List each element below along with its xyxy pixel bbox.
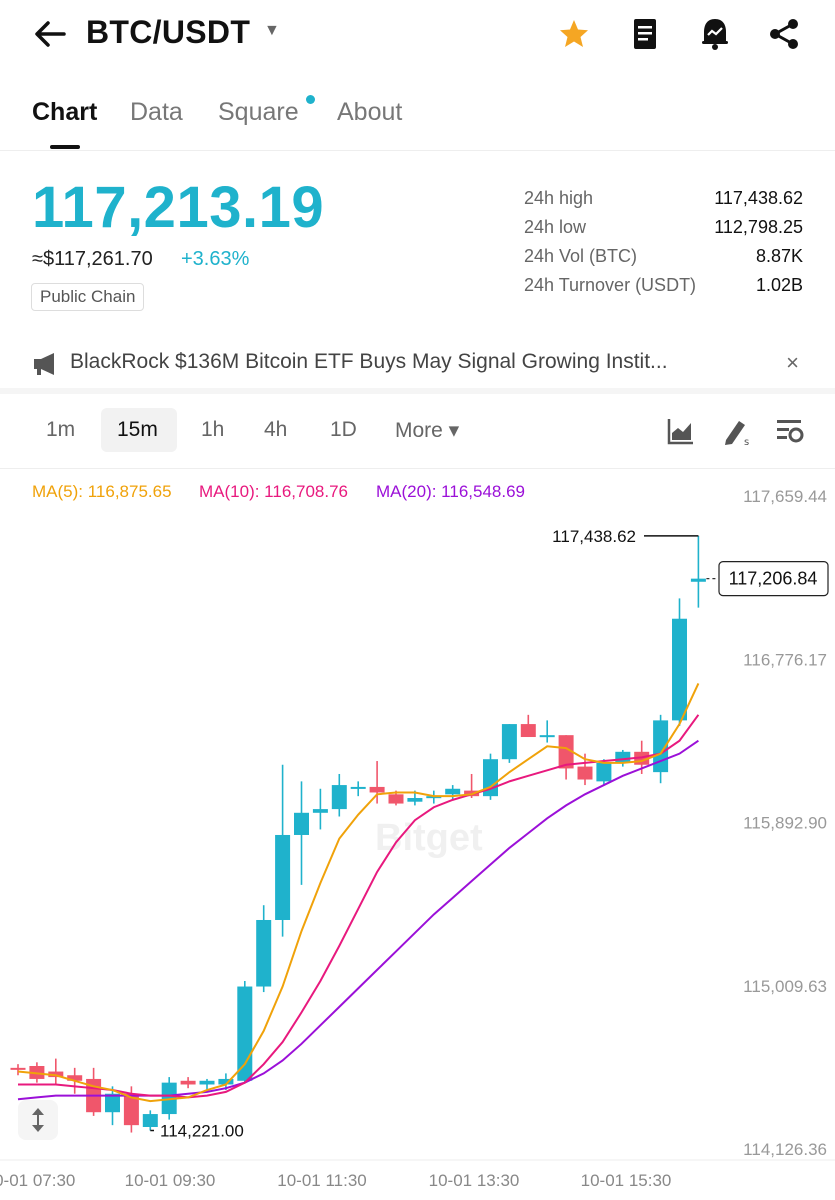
candle-body <box>10 1067 26 1070</box>
current-price-box <box>718 561 829 597</box>
candle-body <box>331 785 347 810</box>
news-banner[interactable]: BlackRock $136M Bitcoin ETF Buys May Sig… <box>0 338 835 394</box>
share-icon[interactable] <box>766 14 802 54</box>
candle-body <box>218 1078 234 1085</box>
notification-dot <box>306 95 315 104</box>
x-tick-label: 10-01 13:30 <box>429 1171 520 1190</box>
star-icon[interactable] <box>556 14 592 54</box>
interval-1d[interactable]: 1D <box>330 418 357 441</box>
chart-settings-icon[interactable] <box>775 416 805 446</box>
candle-body <box>539 735 555 738</box>
candle-body <box>123 1093 139 1126</box>
document-icon[interactable] <box>627 14 663 54</box>
stat-value-high: 117,438.62 <box>714 188 803 208</box>
interval-bar: 1m 15m 1h 4h 1D More ▾ s <box>0 400 835 469</box>
y-tick-label: 115,009.63 <box>743 977 827 996</box>
back-arrow-icon[interactable] <box>30 14 70 54</box>
usd-price: ≈$117,261.70 <box>32 248 153 270</box>
candle-body <box>237 986 253 1081</box>
x-tick-label: 10-01 07:30 <box>0 1171 75 1190</box>
tab-data[interactable]: Data <box>130 98 183 126</box>
candle-body <box>690 578 706 582</box>
stat-value-vol: 8.87K <box>755 246 803 266</box>
watermark-text: Bitget <box>375 817 483 859</box>
price-alert-bell-icon[interactable] <box>697 14 733 54</box>
candle-body <box>105 1093 120 1113</box>
current-price-label: 117,206.84 <box>729 569 818 589</box>
candle-body <box>596 762 612 782</box>
candle-body <box>199 1080 215 1085</box>
ma10-line <box>18 714 700 1099</box>
interval-more[interactable]: More ▾ <box>395 419 460 442</box>
candle-body <box>577 766 593 780</box>
candle-body <box>615 751 631 763</box>
section-tabs: Chart Data Square About <box>0 88 835 151</box>
last-price: 117,213.19 <box>32 175 325 240</box>
candle-body <box>294 812 309 835</box>
top-bar: BTC/USDT ▼ <box>0 0 835 70</box>
candlestick-chart[interactable]: Bitget 117,659.44 116,776.17 115,892.90 115,… <box>0 470 835 1200</box>
pair-title[interactable]: BTC/USDT <box>86 14 251 50</box>
candle-body <box>501 724 517 760</box>
candle-body <box>312 809 328 813</box>
candle-body <box>275 834 291 920</box>
stat-label-vol: 24h Vol (BTC) <box>524 246 638 266</box>
stat-label-low: 24h low <box>524 217 587 237</box>
candle-body <box>558 735 574 769</box>
x-tick-label: 10-01 09:30 <box>125 1171 216 1190</box>
category-tag[interactable]: Public Chain <box>31 283 145 311</box>
candle-body <box>672 618 687 721</box>
low-price-label: 114,221.00 <box>160 1122 244 1141</box>
megaphone-icon <box>34 353 54 375</box>
ma5-line <box>17 682 700 1103</box>
stat-label-turnover: 24h Turnover (USDT) <box>524 275 697 295</box>
x-tick-label: 10-01 15:30 <box>581 1171 672 1190</box>
chart-type-icon[interactable] <box>666 416 696 446</box>
candle-body <box>67 1075 83 1081</box>
chevron-down-icon[interactable]: ▼ <box>264 22 280 39</box>
candle-body <box>388 794 404 804</box>
ma20-legend: MA(20): 116,548.69 <box>376 482 525 501</box>
stat-value-turnover: 1.02B <box>755 275 803 295</box>
y-tick-label: 114,126.36 <box>743 1140 827 1159</box>
candle-body <box>350 786 366 789</box>
interval-4h[interactable]: 4h <box>264 418 288 441</box>
stat-value-low: 112,798.25 <box>714 217 803 237</box>
x-tick-label: 10-01 11:30 <box>277 1171 366 1190</box>
ma10-legend: MA(10): 116,708.76 <box>199 482 348 501</box>
candle-body <box>520 724 536 738</box>
vertical-arrows-icon <box>32 1108 44 1132</box>
change-percent: +3.63% <box>181 248 250 270</box>
candle-body <box>180 1080 196 1085</box>
ma20-line <box>17 739 699 1101</box>
close-icon[interactable]: × <box>786 350 799 375</box>
interval-1m[interactable]: 1m <box>46 418 76 441</box>
candle-body <box>142 1114 158 1127</box>
news-headline[interactable]: BlackRock $136M Bitcoin ETF Buys May Sig… <box>70 350 668 373</box>
drawing-tool-icon[interactable]: s <box>720 416 752 446</box>
high-price-label: 117,438.62 <box>552 527 636 546</box>
stat-label-high: 24h high <box>524 188 594 208</box>
active-tab-indicator <box>50 145 80 149</box>
tab-about[interactable]: About <box>337 98 403 126</box>
svg-text:s: s <box>744 437 749 446</box>
candle-body <box>445 788 461 795</box>
y-tick-label: 115,892.90 <box>743 814 827 833</box>
tab-square[interactable]: Square <box>218 98 299 126</box>
interval-1h[interactable]: 1h <box>201 418 225 441</box>
ma5-legend: MA(5): 116,875.65 <box>32 482 172 501</box>
tab-chart[interactable]: Chart <box>32 98 98 126</box>
scale-toggle-button[interactable] <box>18 1100 58 1140</box>
candle-body <box>369 786 385 793</box>
selected-interval-bg <box>101 408 177 452</box>
y-tick-label: 116,776.17 <box>743 650 827 669</box>
interval-15m[interactable]: 15m <box>117 418 158 441</box>
y-tick-label: 117,659.44 <box>743 487 827 506</box>
candle-body <box>256 919 272 987</box>
candle-body <box>407 798 423 802</box>
